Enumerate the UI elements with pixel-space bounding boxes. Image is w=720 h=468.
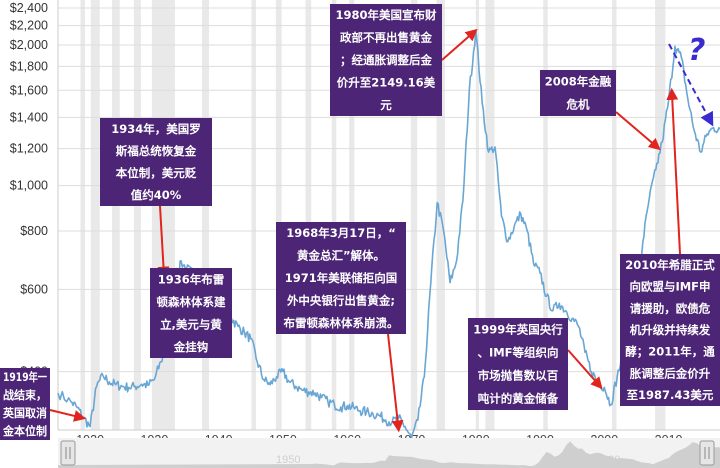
annotation-box-8: 2010年希腊正式向欧盟与IMF申请援助，欧债危机升级并持续发酵；2011年，通… — [620, 254, 720, 406]
annotation-line: 机升级并持续发 — [630, 323, 711, 337]
annotation-line: 1971年美联储拒向国 — [285, 271, 398, 285]
y-tick-label: $600 — [20, 282, 48, 296]
annotation-background — [468, 318, 568, 410]
annotation-line: 1934年，美国罗 — [111, 122, 201, 136]
recession-band-2 — [111, 0, 120, 430]
recession-band-11 — [410, 0, 418, 430]
annotation-line: 至1987.43美元 — [627, 388, 714, 402]
range-navigator[interactable]: 1950 2000 — [58, 438, 720, 468]
annotation-line: 请援助，欧债危 — [630, 301, 711, 315]
annotation-line: 1980年美国宣布财 — [335, 8, 437, 22]
annotation-arrow-8 — [666, 87, 681, 255]
annotation-arrow-5 — [441, 28, 478, 61]
annotation-arrow-4 — [387, 333, 404, 433]
y-tick-label: $1,600 — [10, 83, 48, 97]
y-tick-label: $1,800 — [10, 59, 48, 73]
annotation-arrow-6 — [567, 349, 603, 390]
annotation-line: 本位制，美元贬 — [116, 166, 197, 180]
annotation-line: 元 — [380, 98, 392, 112]
recession-band-4 — [151, 0, 175, 430]
annotation-background — [330, 4, 442, 116]
question-mark: ? — [688, 33, 705, 68]
annotation-background — [620, 254, 720, 406]
annotation-background — [276, 222, 406, 334]
recession-band-0 — [80, 0, 85, 430]
recession-band-14 — [485, 0, 495, 430]
annotation-line: 战结束， — [3, 388, 47, 402]
annotation-line: ；经通胀调整后金 — [340, 53, 432, 67]
annotation-line: 1936年布雷 — [158, 272, 225, 286]
annotation-arrow-7 — [615, 111, 661, 151]
annotation-line: 酵；2011年，通 — [625, 345, 715, 359]
annotation-line: 1968年3月17日，“ — [286, 226, 396, 240]
recession-band-3 — [133, 0, 141, 430]
y-tick-label: $2,000 — [10, 38, 48, 52]
y-tick-label: $800 — [20, 224, 48, 238]
recession-band-16 — [612, 0, 617, 430]
navigator-left-handle[interactable] — [60, 440, 76, 466]
annotation-arrows — [49, 28, 681, 433]
annotation-line: 市场抛售数以百 — [478, 369, 559, 383]
annotation-line: 胀调整后金价升 — [630, 366, 711, 380]
annotation-background — [100, 118, 212, 206]
recession-band-17 — [655, 0, 666, 430]
recession-band-13 — [475, 0, 479, 430]
annotation-line: 金本位制 — [2, 424, 47, 438]
annotation-line: 值约40% — [131, 188, 182, 202]
trend-dashed-arrow — [668, 43, 714, 127]
recession-band-7 — [275, 0, 282, 430]
navigator-area — [58, 441, 720, 468]
annotation-line: 吨计的黄金储备 — [478, 392, 559, 406]
annotation-background — [540, 70, 616, 116]
recession-band-1 — [90, 0, 100, 430]
y-tick-label: $1,000 — [10, 179, 48, 193]
annotation-line: 向欧盟与IMF申 — [629, 280, 710, 294]
annotation-arrow-1 — [49, 409, 87, 422]
annotation-line: 顿森林体系建 — [157, 295, 226, 309]
annotation-line: 、IMF等组织向 — [477, 346, 558, 360]
annotation-background — [150, 268, 232, 358]
recession-band-10 — [349, 0, 355, 430]
annotation-line: 2008年金融 — [545, 75, 612, 89]
recession-band-6 — [251, 0, 256, 430]
annotation-line: 2010年希腊正式 — [625, 258, 715, 272]
annotation-line: 立,美元与黄 — [160, 317, 222, 331]
annotation-line: 金挂钩 — [173, 340, 209, 354]
navigator-label-2000: 2000 — [596, 454, 620, 466]
annotation-box-4: 1968年3月17日，“ 黄金总汇”解体。 1971年美联储拒向国外中央银行出售黄金… — [276, 222, 406, 334]
y-tick-label: $2,200 — [10, 19, 48, 33]
annotation-line: 1919年一 — [3, 370, 47, 384]
recession-band-8 — [305, 0, 312, 430]
navigator-right-handle[interactable] — [699, 440, 715, 466]
annotation-background — [0, 368, 50, 440]
y-tick-label: $1,400 — [10, 110, 48, 124]
recession-band-15 — [543, 0, 548, 430]
annotation-line: 黄金总汇”解体。 — [297, 249, 385, 263]
annotation-arrow-2 — [157, 205, 170, 279]
annotation-line: 外中央银行出售黄金; — [286, 293, 395, 307]
annotation-line: 斯福总统恢复金 — [116, 144, 197, 158]
annotation-line: 布雷顿森林体系崩溃。 — [283, 316, 399, 330]
annotation-line: 价升至2149.16美 — [337, 75, 436, 89]
navigator-label-1950: 1950 — [276, 454, 300, 466]
annotation-line: 1999年英国央行 — [473, 323, 563, 337]
annotation-line: 危机 — [566, 98, 590, 112]
y-tick-label: $2,400 — [10, 1, 48, 15]
recession-band-9 — [331, 0, 337, 430]
annotation-line: 政部不再出售黄金 — [340, 31, 432, 45]
annotation-line: 英国取消 — [2, 406, 47, 420]
recession-band-5 — [201, 0, 210, 430]
y-tick-label: $1,200 — [10, 142, 48, 156]
